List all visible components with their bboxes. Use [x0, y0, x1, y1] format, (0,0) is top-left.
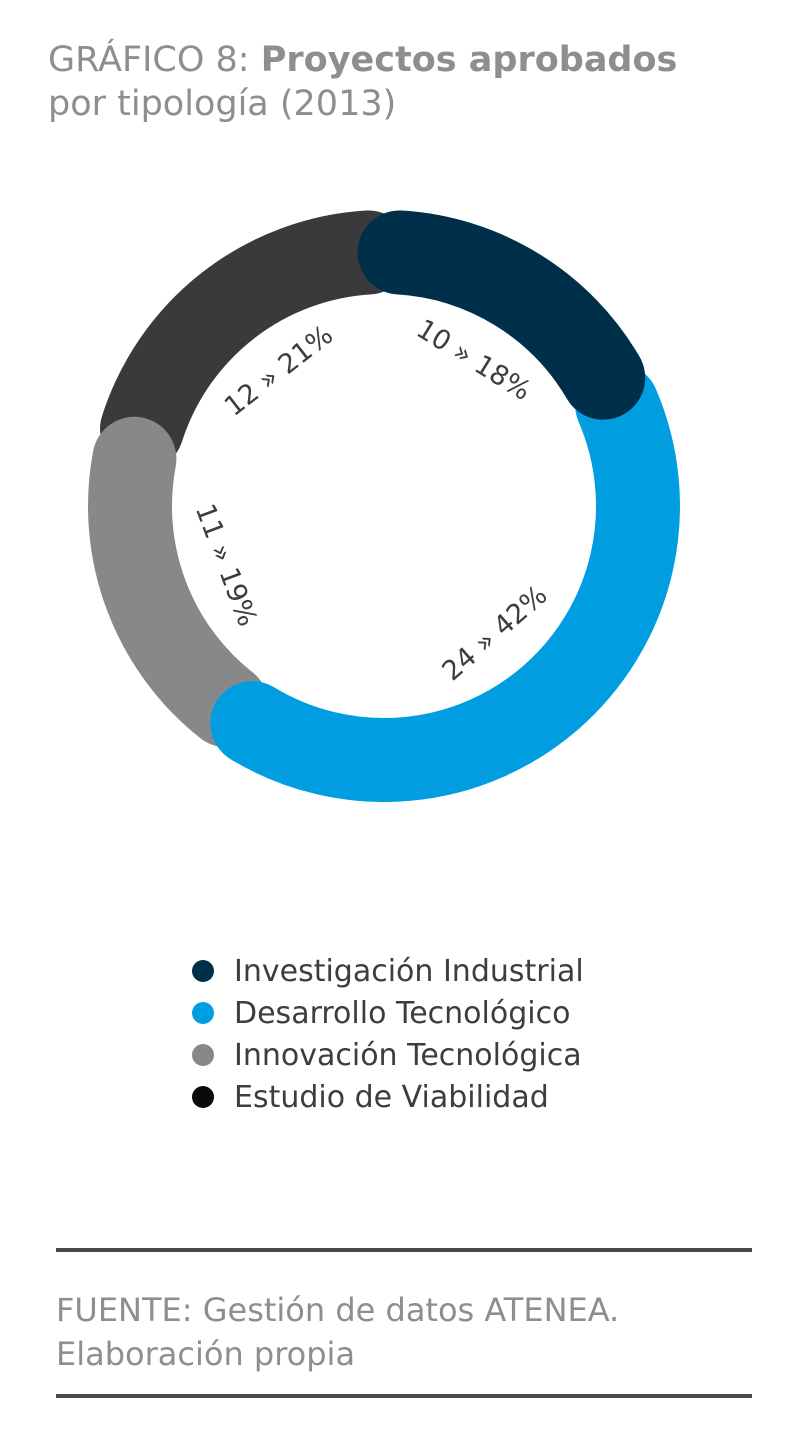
donut-slice-estudio-de-viabilidad: [100, 210, 411, 471]
divider-bottom: [56, 1394, 752, 1398]
legend-dot: [192, 960, 214, 982]
legend-dot: [192, 1002, 214, 1024]
legend-label: Desarrollo Tecnológico: [234, 995, 571, 1031]
source-line-1: FUENTE: Gestión de datos ATENEA.: [56, 1291, 620, 1329]
legend-label: Investigación Industrial: [234, 953, 584, 989]
chart-legend: Investigación Industrial Desarrollo Tecn…: [192, 950, 584, 1118]
donut-arcs: [88, 210, 680, 802]
legend-item-estudio-de-viabilidad: Estudio de Viabilidad: [192, 1076, 584, 1118]
title-line: GRÁFICO 8: Proyectos aprobados: [48, 38, 677, 82]
donut-slice-innovacion-tecnologica: [88, 416, 269, 748]
slice-label: 11 » 19%: [189, 500, 263, 631]
legend-dot: [192, 1086, 214, 1108]
legend-item-investigacion-industrial: Investigación Industrial: [192, 950, 584, 992]
legend-dot: [192, 1044, 214, 1066]
legend-item-desarrollo-tecnologico: Desarrollo Tecnológico: [192, 992, 584, 1034]
chart-title: GRÁFICO 8: Proyectos aprobados por tipol…: [48, 38, 677, 126]
source-line-2: Elaboración propia: [56, 1335, 356, 1373]
title-prefix: GRÁFICO 8:: [48, 40, 250, 80]
donut-chart: 10 » 18%24 » 42%11 » 19%12 » 21%: [88, 210, 680, 802]
chart-subtitle: por tipología (2013): [48, 84, 397, 124]
donut-slice-investigacion-industrial: [357, 210, 646, 420]
divider-top: [56, 1248, 752, 1252]
title-bold: Proyectos aprobados: [260, 40, 678, 80]
source-note: FUENTE: Gestión de datos ATENEA. Elabora…: [56, 1288, 619, 1376]
legend-label: Estudio de Viabilidad: [234, 1079, 549, 1115]
donut-labels: 10 » 18%24 » 42%11 » 19%12 » 21%: [189, 314, 554, 688]
donut-slice-desarrollo-tecnologico: [210, 363, 680, 802]
legend-item-innovacion-tecnologica: Innovación Tecnológica: [192, 1034, 584, 1076]
legend-label: Innovación Tecnológica: [234, 1037, 582, 1073]
